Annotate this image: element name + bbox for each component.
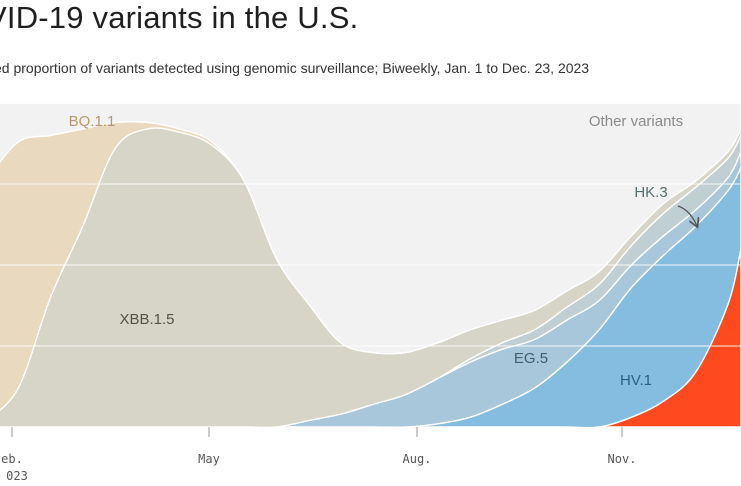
chart-subtitle: ed proportion of variants detected using… xyxy=(0,60,590,76)
series-label-hk3: HK.3 xyxy=(634,184,667,201)
chart-title: VID-19 variants in the U.S. xyxy=(0,0,359,35)
series-label-other: Other variants xyxy=(589,113,683,130)
x-ticks xyxy=(11,427,623,437)
x-tick-label-aug: Aug. xyxy=(403,452,432,466)
series-label-eg5: EG.5 xyxy=(514,350,548,367)
series-label-xbb: XBB.1.5 xyxy=(119,311,174,328)
x-axis-year-label: 023 xyxy=(6,469,28,483)
series-label-bq: BQ.1.1 xyxy=(69,113,116,130)
x-tick-label-feb: eb. xyxy=(1,452,23,466)
gridlines xyxy=(0,102,741,347)
x-tick-label-nov: Nov. xyxy=(608,452,637,466)
series-label-hv1: HV.1 xyxy=(620,372,652,389)
hk3-pointer-arrow xyxy=(677,205,697,226)
x-tick-label-may: May xyxy=(198,452,220,466)
